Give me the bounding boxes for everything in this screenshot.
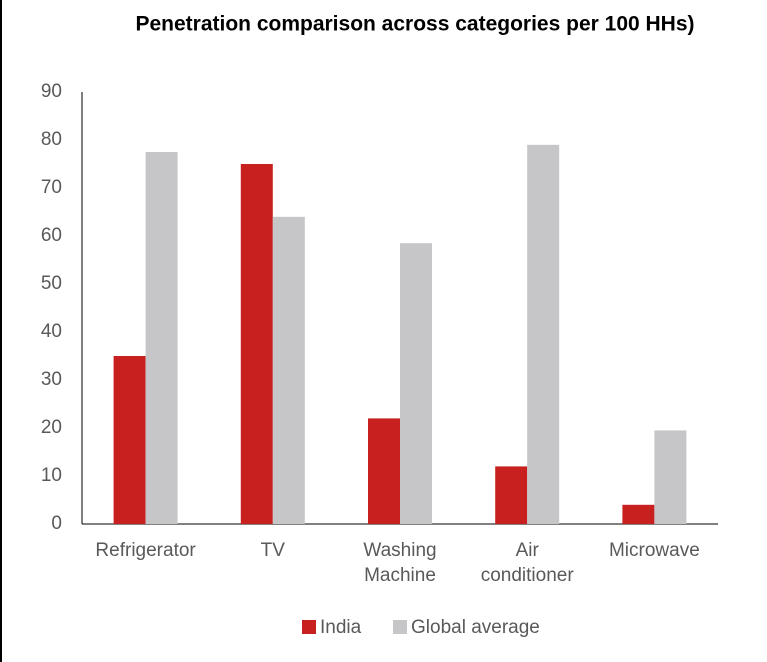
bar — [145, 152, 178, 524]
bar — [113, 356, 146, 524]
legend-swatch — [393, 620, 407, 634]
bar — [272, 216, 305, 525]
y-tick-label: 80 — [41, 129, 62, 150]
x-tick-label: Air conditioner — [481, 540, 575, 586]
chart-title: Penetration comparison across categories… — [135, 13, 694, 36]
y-tick-label: 90 — [41, 81, 62, 102]
legend-label: India — [320, 617, 362, 638]
y-tick-label: 70 — [41, 177, 62, 198]
bar — [654, 430, 687, 524]
x-tick-label: Washing Machine — [363, 540, 436, 586]
y-tick-label: 20 — [41, 417, 62, 438]
bar — [495, 466, 528, 524]
bar — [622, 504, 655, 524]
x-tick-label: TV — [261, 540, 286, 561]
bar — [400, 243, 432, 524]
bar — [368, 418, 400, 524]
legend-label: Global average — [411, 617, 540, 638]
bar — [240, 164, 273, 524]
x-tick-label: Microwave — [609, 540, 700, 561]
y-tick-label: 60 — [41, 225, 62, 246]
y-tick-label: 50 — [41, 273, 62, 294]
y-tick-label: 30 — [41, 369, 62, 390]
x-tick-label: Refrigerator — [95, 540, 196, 561]
legend-swatch — [302, 620, 316, 634]
y-tick-label: 40 — [41, 321, 62, 342]
y-tick-label: 10 — [41, 465, 62, 486]
bar — [527, 144, 560, 525]
y-tick-label: 0 — [51, 513, 62, 534]
